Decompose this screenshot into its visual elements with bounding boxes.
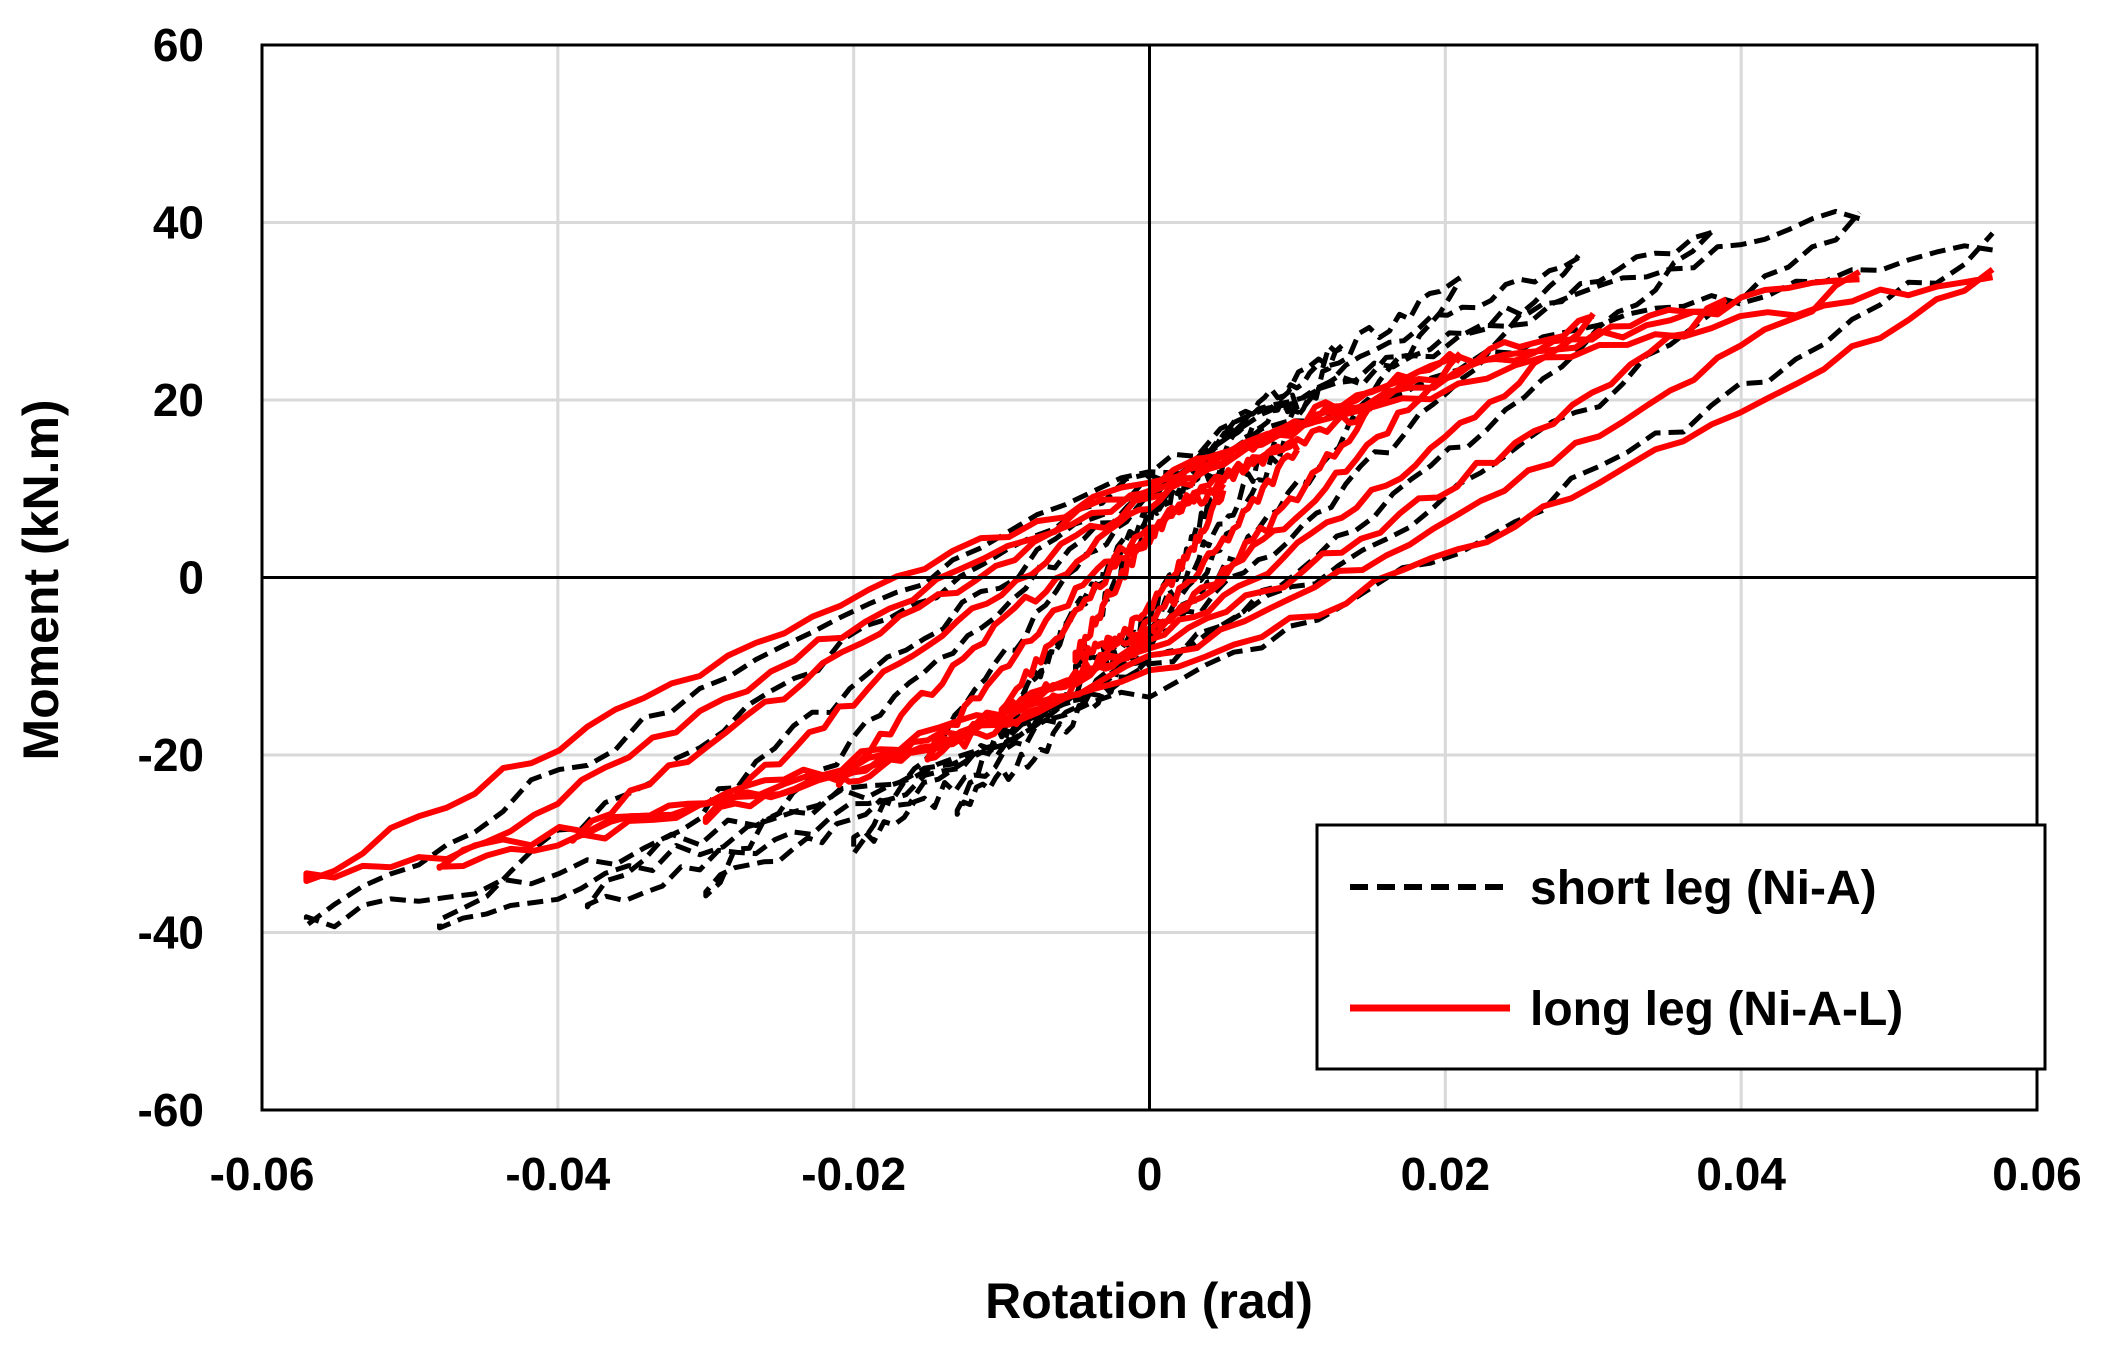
x-tick-label: 0.04: [1696, 1148, 1786, 1200]
series-layer: [303, 208, 1995, 931]
y-tick-label: 40: [153, 197, 204, 249]
legend-short-leg-label: short leg (Ni-A): [1530, 862, 1877, 915]
x-axis-title: Rotation (rad): [985, 1273, 1313, 1329]
x-tick-label: 0: [1137, 1148, 1163, 1200]
y-tick-label: -20: [138, 729, 204, 781]
tick-layer: -0.06 -0.04 -0.02 0 0.02 0.04 0.06 -60 -40 -20 0 20…: [138, 19, 2082, 1200]
y-axis-title: Moment (kN.m): [13, 399, 69, 760]
long-leg-cycle-3: [924, 402, 1374, 763]
short-leg-cycle-6: [584, 229, 1714, 910]
legend-box: [1315, 823, 2047, 1071]
x-tick-label: -0.02: [801, 1148, 906, 1200]
long-leg-cycle-7: [436, 269, 1862, 871]
long-leg-cycle-8: [303, 267, 1995, 884]
x-tick-label: -0.04: [505, 1148, 610, 1200]
legend-long-leg-label: long leg (Ni-A-L): [1530, 983, 1903, 1036]
y-tick-label: 20: [153, 374, 204, 426]
y-tick-label: 0: [178, 552, 204, 604]
axes-layer: [260, 43, 2039, 1112]
short-leg-cycle-8: [303, 231, 1995, 930]
y-tick-label: -40: [138, 907, 204, 959]
x-tick-label: -0.06: [210, 1148, 315, 1200]
x-tick-label: 0.06: [1992, 1148, 2082, 1200]
series-long-leg: [303, 267, 1995, 884]
x-tick-label: 0.02: [1401, 1148, 1491, 1200]
short-leg-cycle-7: [437, 208, 1862, 931]
legend: short leg (Ni-A) long leg (Ni-A-L): [1315, 823, 2047, 1071]
short-leg-cycle-4: [851, 275, 1463, 856]
y-tick-label: -60: [138, 1084, 204, 1136]
short-leg-cycle-1: [1073, 461, 1226, 673]
y-tick-label: 60: [153, 19, 204, 71]
series-short-leg: [303, 208, 1995, 931]
